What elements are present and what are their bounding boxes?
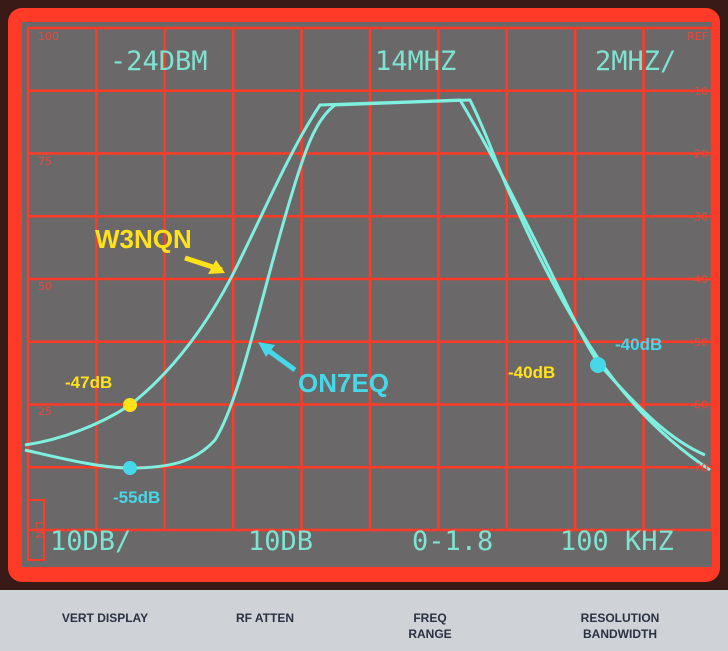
- right-scale: -50: [690, 336, 708, 349]
- screen: [22, 22, 712, 567]
- readout: 0-1.8: [412, 526, 493, 557]
- right-scale: -70: [690, 461, 708, 474]
- panel-label: FREQ: [413, 611, 446, 625]
- readout: 2MHZ/: [595, 46, 676, 77]
- readout: 14MHZ: [375, 46, 456, 77]
- graticule: [26, 26, 714, 532]
- left-scale: 50: [38, 280, 52, 293]
- point-label: -40dB: [615, 335, 662, 354]
- right-scale: -30: [690, 210, 708, 223]
- marker-40: [590, 357, 606, 373]
- left-scale: 75: [38, 155, 52, 168]
- panel-label: BANDWIDTH: [583, 627, 657, 641]
- point-label: -47dB: [65, 373, 112, 392]
- marker-on7eq-55: [123, 461, 137, 475]
- readout: 10DB: [248, 526, 313, 557]
- arrowhead-w3nqn: [208, 260, 225, 274]
- mode-label: LIN: [33, 521, 46, 539]
- panel-label: RANGE: [408, 627, 451, 641]
- panel-label: RESOLUTION: [581, 611, 660, 625]
- readout: 100 KHZ: [560, 526, 674, 557]
- label-on7eq: ON7EQ: [298, 368, 389, 398]
- trace-on7eq: [24, 98, 711, 472]
- marker-w3nqn-47: [123, 398, 137, 412]
- readout: -24DBM: [110, 46, 208, 77]
- right-scale: -60: [690, 399, 708, 412]
- right-scale: -10: [690, 85, 708, 98]
- readout: 10DB/: [50, 526, 131, 557]
- left-scale: 25: [38, 405, 52, 418]
- panel-label: VERT DISPLAY: [62, 611, 148, 625]
- point-label: -40dB: [508, 363, 555, 382]
- left-scale: 100: [38, 30, 59, 43]
- arrowhead-on7eq: [258, 342, 275, 357]
- point-label: -55dB: [113, 488, 160, 507]
- label-w3nqn: W3NQN: [95, 224, 192, 254]
- right-scale: -40: [690, 273, 708, 286]
- right-scale: REF: [687, 30, 708, 43]
- mode-box: [27, 499, 45, 561]
- panel-label: RF ATTEN: [236, 611, 294, 625]
- right-scale: -20: [690, 148, 708, 161]
